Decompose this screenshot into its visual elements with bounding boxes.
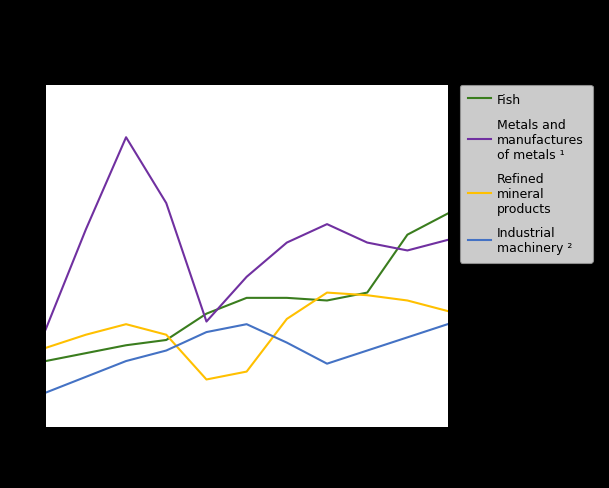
Legend: Fish, Metals and
manufactures
of metals ¹, Refined
mineral
products, Industrial
: Fish, Metals and manufactures of metals … bbox=[460, 85, 593, 264]
